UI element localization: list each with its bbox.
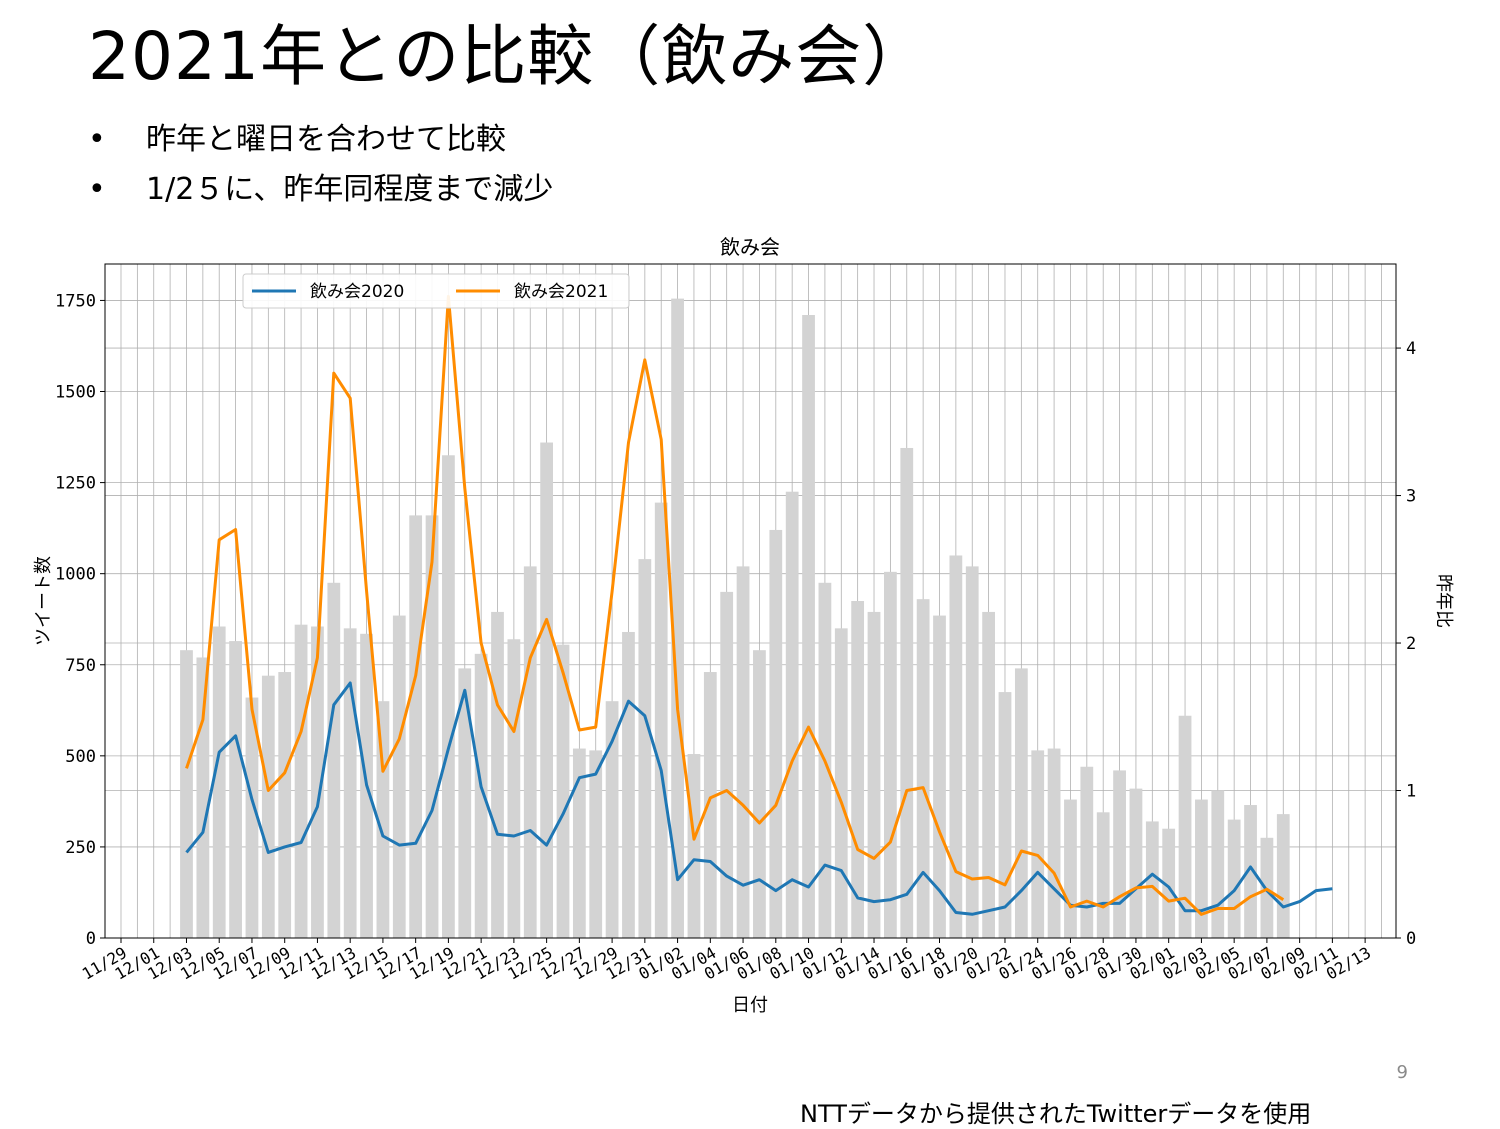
- bullet-text: 昨年と曜日を合わせて比較: [146, 122, 506, 157]
- y-tick-label-right: 2: [1406, 634, 1416, 654]
- bar: [261, 675, 275, 938]
- bar: [769, 529, 783, 938]
- bar: [278, 672, 292, 938]
- bar: [622, 631, 635, 938]
- bar: [409, 515, 423, 938]
- y-tick-label-left: 250: [65, 838, 96, 858]
- bar: [229, 641, 242, 938]
- y-tick-label-left: 500: [65, 747, 96, 767]
- bar: [180, 650, 193, 938]
- bar: [720, 591, 734, 938]
- x-axis-label: 日付: [732, 995, 768, 1016]
- y-tick-label-left: 1000: [55, 565, 96, 585]
- bar: [458, 668, 472, 938]
- bar: [916, 599, 930, 938]
- bar: [1047, 748, 1061, 938]
- bar: [982, 611, 995, 938]
- y-tick-label-right: 0: [1406, 929, 1416, 949]
- bar: [1113, 770, 1126, 938]
- bar: [1195, 799, 1208, 938]
- bar: [785, 491, 799, 938]
- bar: [1244, 805, 1257, 938]
- bar: [540, 442, 554, 938]
- line-series: [185, 294, 1333, 916]
- y-tick-label-left: 0: [86, 929, 96, 949]
- bullet-item-1: • 昨年と曜日を合わせて比較: [88, 122, 506, 158]
- bar: [654, 502, 668, 938]
- bar: [1211, 790, 1225, 938]
- bar: [605, 701, 619, 938]
- bar: [1129, 788, 1143, 938]
- bar: [965, 566, 979, 938]
- bar: [212, 626, 226, 938]
- bar: [736, 566, 750, 938]
- bar: [392, 615, 406, 938]
- y-tick-label-left: 750: [65, 656, 96, 676]
- bar: [884, 571, 897, 938]
- bar: [507, 639, 521, 938]
- bar: [572, 748, 586, 938]
- y-tick-label-left: 1500: [55, 383, 96, 403]
- bar: [802, 315, 815, 939]
- bar: [1178, 715, 1192, 938]
- bar: [1080, 766, 1094, 938]
- legend: 飲み会2020 飲み会2021: [242, 273, 630, 309]
- data-credit: NTTデータから提供されたTwitterデータを使用: [800, 1100, 1312, 1128]
- y-axis-label-left: ツイート数: [33, 556, 54, 646]
- bar: [343, 628, 357, 938]
- bar: [376, 701, 390, 938]
- bar: [851, 601, 865, 938]
- bullet-item-2: • 1/2５に、昨年同程度まで減少: [88, 172, 553, 208]
- y-tick-label-left: 1250: [55, 474, 96, 494]
- bar: [1162, 828, 1176, 938]
- plot-area-frame: [104, 263, 1397, 939]
- y-tick-label-right: 1: [1406, 782, 1416, 802]
- bar: [442, 455, 455, 938]
- chart: 025050075010001250150017500123411/2912/0…: [33, 235, 1454, 1016]
- legend-box: [242, 273, 630, 309]
- bar: [753, 650, 766, 938]
- bar: [327, 582, 341, 938]
- bar: [949, 555, 963, 938]
- bar: [311, 626, 324, 938]
- bar: [491, 611, 504, 938]
- bar: [1227, 819, 1241, 938]
- series-line-1: [185, 294, 1285, 916]
- bar: [425, 515, 439, 938]
- legend-label-2021: 飲み会2021: [514, 282, 608, 302]
- y-axis-label-right: 昨年比: [1433, 574, 1454, 628]
- bar: [474, 653, 488, 938]
- bullet-text: 1/2５に、昨年同程度まで減少: [146, 172, 554, 207]
- bar: [671, 298, 684, 938]
- bar: [834, 628, 848, 938]
- bar: [687, 754, 701, 938]
- bar: [523, 566, 537, 938]
- bar: [294, 624, 308, 938]
- y-tick-label-left: 1750: [55, 291, 96, 311]
- bar: [638, 559, 652, 938]
- bar: [196, 657, 210, 938]
- bar: [556, 644, 570, 938]
- bar: [1014, 668, 1028, 938]
- bullet-marker: •: [88, 172, 106, 207]
- y-tick-label-right: 3: [1406, 487, 1416, 507]
- slide-title: 2021年との比較（飲み会）: [88, 18, 930, 95]
- bar: [245, 697, 259, 938]
- chart-title: 飲み会: [720, 235, 780, 259]
- bar: [1276, 814, 1290, 938]
- bullet-marker: •: [88, 122, 106, 157]
- bar: [1031, 750, 1045, 938]
- bar: [1145, 821, 1159, 938]
- bar: [867, 611, 881, 938]
- series-line-0: [185, 681, 1333, 916]
- bar: [703, 672, 717, 938]
- bar: [589, 750, 603, 938]
- bar: [900, 447, 914, 938]
- legend-label-2020: 飲み会2020: [310, 282, 404, 302]
- page-number: 9: [1396, 1062, 1408, 1083]
- bar: [1064, 799, 1077, 938]
- bar: [1096, 812, 1110, 938]
- bar: [933, 615, 946, 938]
- y-tick-label-right: 4: [1406, 339, 1416, 359]
